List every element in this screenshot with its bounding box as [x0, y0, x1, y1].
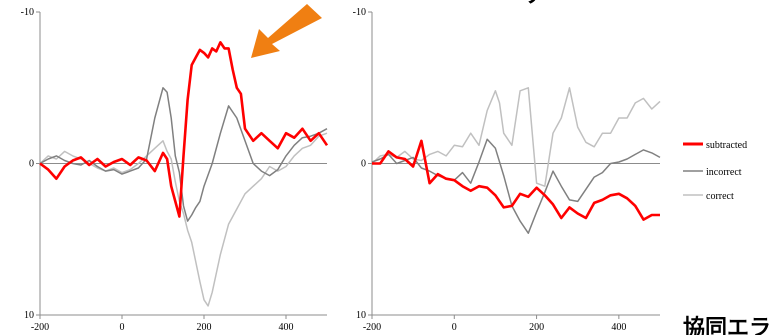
- y-tick-label: 10: [356, 310, 366, 321]
- x-tick-label: 400: [279, 322, 294, 333]
- legend-label-incorrect: incorrect: [706, 167, 742, 178]
- x-tick-label: 0: [452, 322, 457, 333]
- x-tick-label: 200: [197, 322, 212, 333]
- series-line-incorrect: [371, 138, 661, 234]
- series-line-correct: [371, 87, 661, 187]
- series-line-correct: [39, 132, 328, 307]
- series-line-incorrect: [39, 87, 328, 222]
- chart-right: -10 0 10-200 0 200 400: [353, 7, 661, 333]
- legend-label-subtracted: subtracted: [706, 140, 747, 151]
- legend-label-correct: correct: [706, 191, 734, 202]
- y-tick-label: 0: [29, 159, 34, 170]
- x-tick-label: -200: [363, 322, 381, 333]
- series-line-subtracted: [372, 139, 660, 221]
- chart-left: -10 0 10-200 0 200 400: [21, 7, 329, 333]
- y-tick-label: -10: [353, 7, 366, 18]
- x-tick-label: 0: [120, 322, 125, 333]
- legend-item-subtracted: subtracted: [683, 140, 747, 151]
- caption-text: 協同エラ: [683, 315, 769, 335]
- series-line-subtracted: [39, 40, 329, 218]
- y-tick-label: 0: [361, 159, 366, 170]
- x-tick-label: -200: [31, 322, 49, 333]
- legend: subtracted incorrect correct: [683, 140, 747, 202]
- arrow-down-left-icon: [251, 4, 322, 58]
- x-tick-label: 400: [611, 322, 626, 333]
- legend-item-correct: correct: [683, 191, 734, 202]
- x-tick-label: 200: [529, 322, 544, 333]
- y-tick-label: 10: [24, 310, 34, 321]
- top-right-partial-text: サ: [521, 0, 543, 8]
- y-tick-label: -10: [21, 7, 34, 18]
- legend-item-incorrect: incorrect: [683, 167, 742, 178]
